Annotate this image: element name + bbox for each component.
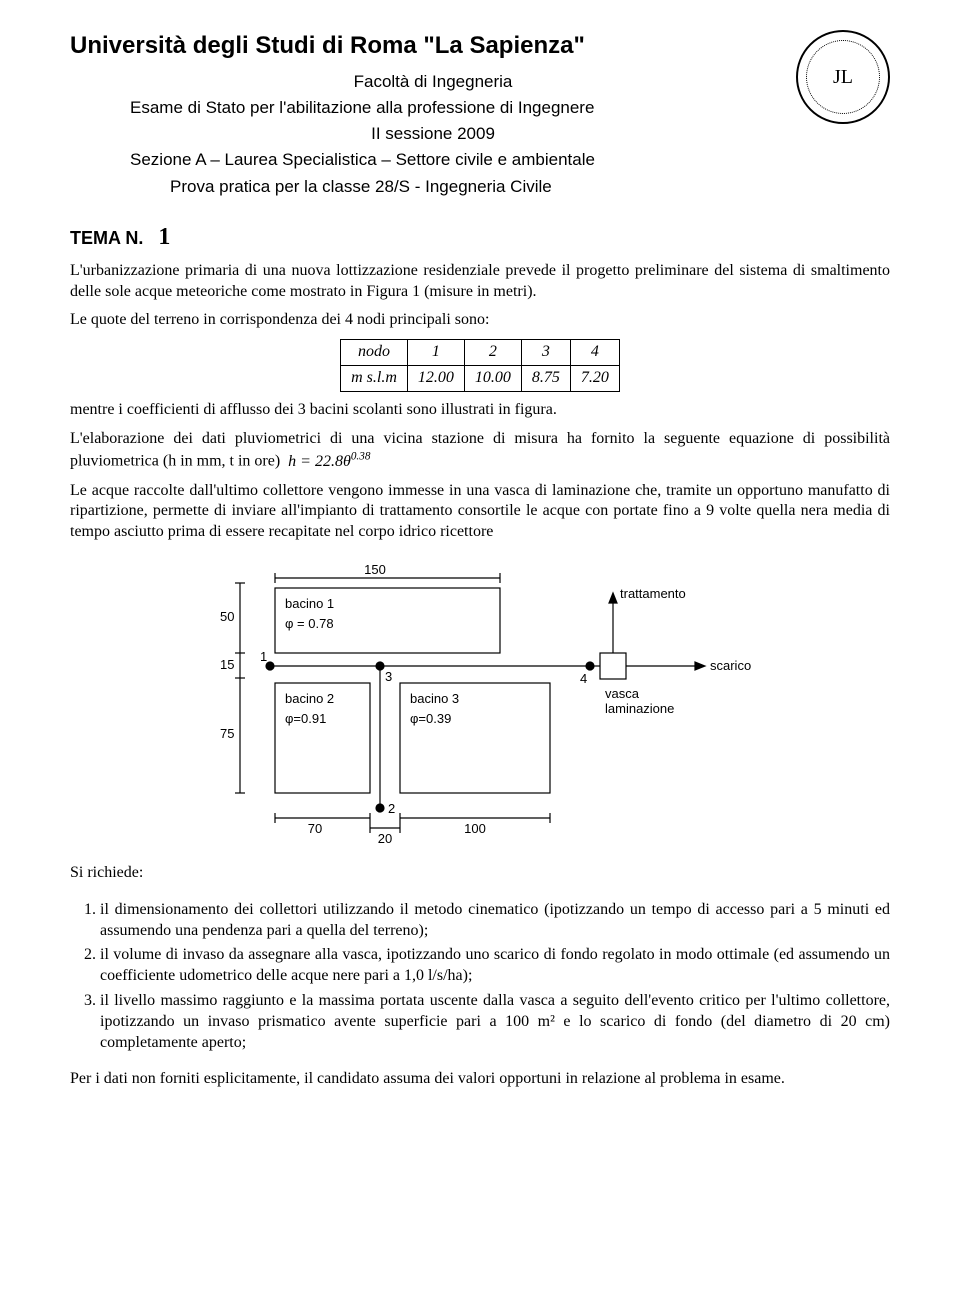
si-richiede: Si richiede: (70, 863, 890, 884)
footer-note: Per i dati non forniti esplicitamente, i… (70, 1069, 890, 1090)
bacino1-phi: φ = 0.78 (285, 616, 334, 631)
table-cell: 10.00 (464, 366, 521, 392)
dim-b2: 20 (378, 831, 392, 843)
paragraph-4: L'elaborazione dei dati pluviometrici di… (70, 429, 890, 473)
session: II sessione 2009 (70, 123, 796, 145)
dim-b1: 70 (308, 821, 322, 836)
table-cell: 1 (407, 340, 464, 366)
dim-top: 150 (364, 563, 386, 577)
table-cell: 3 (521, 340, 570, 366)
paragraph-1: L'urbanizzazione primaria di una nuova l… (70, 261, 890, 303)
dim-h2: 15 (220, 657, 234, 672)
node-3: 3 (385, 669, 392, 684)
list-item: il dimensionamento dei collettori utiliz… (100, 900, 890, 942)
table-cell: 8.75 (521, 366, 570, 392)
basin-diagram: 50 15 75 150 bacino 1 φ = 0.78 1 3 4 bac… (200, 563, 760, 843)
exam-line: Esame di Stato per l'abilitazione alla p… (130, 97, 796, 119)
trattamento-label: trattamento (620, 586, 686, 601)
table-row-label: nodo (341, 340, 408, 366)
paragraph-2: Le quote del terreno in corrispondenza d… (70, 310, 890, 331)
list-item: il livello massimo raggiunto e la massim… (100, 991, 890, 1053)
vasca-label: vasca (605, 686, 640, 701)
bacino2-name: bacino 2 (285, 691, 334, 706)
equation: h = 22.8θ0.38 (288, 453, 370, 470)
dim-h1: 50 (220, 609, 234, 624)
table-cell: 7.20 (570, 366, 619, 392)
bacino3-name: bacino 3 (410, 691, 459, 706)
request-list: il dimensionamento dei collettori utiliz… (70, 900, 890, 1054)
elevation-table: nodo 1 2 3 4 m s.l.m 12.00 10.00 8.75 7.… (340, 339, 620, 392)
table-row-label: m s.l.m (341, 366, 408, 392)
table-cell: 12.00 (407, 366, 464, 392)
faculty: Facoltà di Ingegneria (70, 71, 796, 93)
bacino3-phi: φ=0.39 (410, 711, 451, 726)
tema-number: 1 (158, 224, 170, 250)
bacino1-name: bacino 1 (285, 596, 334, 611)
tema-label: TEMA N. (70, 228, 143, 248)
table-cell: 2 (464, 340, 521, 366)
paragraph-3: mentre i coefficienti di afflusso dei 3 … (70, 400, 890, 421)
dim-h3: 75 (220, 726, 234, 741)
dim-b3: 100 (464, 821, 486, 836)
laminazione-label: laminazione (605, 701, 674, 716)
scarico-label: scarico (710, 658, 751, 673)
node-1: 1 (260, 649, 267, 664)
seal-signature: JL (833, 64, 853, 90)
node-2: 2 (388, 801, 395, 816)
section-line: Sezione A – Laurea Specialistica – Setto… (130, 149, 796, 171)
table-cell: 4 (570, 340, 619, 366)
university-title: Università degli Studi di Roma "La Sapie… (70, 30, 796, 61)
paragraph-5: Le acque raccolte dall'ultimo collettore… (70, 481, 890, 543)
node-4: 4 (580, 671, 587, 686)
list-item: il volume di invaso da assegnare alla va… (100, 945, 890, 987)
bacino2-phi: φ=0.91 (285, 711, 326, 726)
test-line: Prova pratica per la classe 28/S - Ingeg… (170, 176, 796, 198)
stamp-seal: JL (796, 30, 890, 124)
